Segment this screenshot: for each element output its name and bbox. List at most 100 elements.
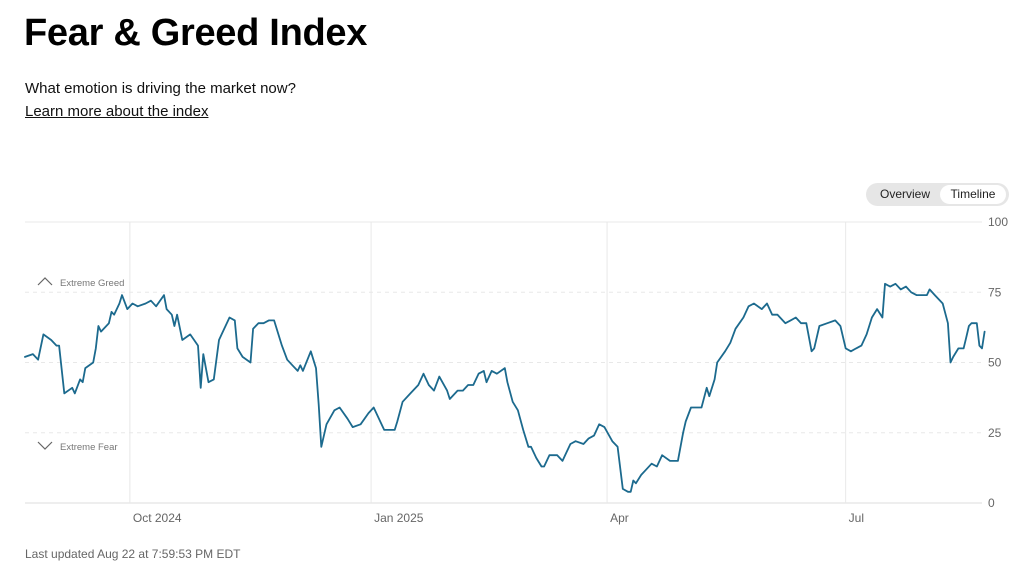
data-point — [729, 342, 731, 344]
data-point — [181, 339, 183, 341]
learn-more-link[interactable]: Learn more about the index — [25, 103, 209, 120]
data-point — [761, 308, 763, 310]
data-point — [611, 440, 613, 442]
data-point — [449, 398, 451, 400]
data-point — [881, 316, 883, 318]
data-point — [55, 344, 57, 346]
data-point — [865, 333, 867, 335]
data-point — [894, 283, 896, 285]
data-point — [661, 454, 663, 456]
data-point — [197, 344, 199, 346]
data-point — [656, 465, 658, 467]
data-point — [396, 420, 398, 422]
data-point — [810, 350, 812, 352]
timeline-toggle-button[interactable]: Timeline — [940, 185, 1006, 204]
data-point — [527, 446, 529, 448]
data-point — [978, 344, 980, 346]
data-point — [926, 294, 928, 296]
data-point — [100, 330, 102, 332]
data-point — [228, 316, 230, 318]
data-point — [92, 361, 94, 363]
y-tick-label: 25 — [988, 426, 1002, 440]
data-point — [957, 347, 959, 349]
data-point — [616, 446, 618, 448]
data-point — [113, 314, 115, 316]
overview-toggle-button[interactable]: Overview — [879, 187, 930, 201]
data-point — [257, 322, 259, 324]
zone-label: Extreme Greed — [60, 278, 124, 289]
data-point — [79, 378, 81, 380]
data-point — [462, 389, 464, 391]
data-point — [401, 401, 403, 403]
data-point — [630, 491, 632, 493]
data-point — [845, 347, 847, 349]
data-point — [144, 302, 146, 304]
data-point — [477, 373, 479, 375]
data-point — [496, 373, 498, 375]
data-point — [564, 454, 566, 456]
data-point — [981, 347, 983, 349]
data-point — [24, 356, 26, 358]
data-point — [622, 488, 624, 490]
data-point — [530, 446, 532, 448]
data-point — [63, 392, 65, 394]
data-point — [165, 308, 167, 310]
data-point — [915, 294, 917, 296]
data-point — [632, 479, 634, 481]
data-point — [249, 361, 251, 363]
data-point — [252, 328, 254, 330]
data-point — [110, 311, 112, 313]
data-point — [543, 465, 545, 467]
data-point — [850, 350, 852, 352]
data-point — [640, 474, 642, 476]
data-point — [150, 300, 152, 302]
data-point — [682, 432, 684, 434]
data-point — [776, 314, 778, 316]
data-point — [582, 443, 584, 445]
data-point — [921, 294, 923, 296]
data-point — [37, 359, 39, 361]
y-tick-label: 0 — [988, 496, 995, 510]
data-point — [346, 418, 348, 420]
data-point — [297, 370, 299, 372]
y-tick-label: 100 — [988, 215, 1008, 229]
x-tick-label: Jan 2025 — [374, 511, 424, 525]
data-point — [422, 373, 424, 375]
data-point — [234, 319, 236, 321]
data-point — [795, 316, 797, 318]
data-point — [724, 350, 726, 352]
data-point — [650, 463, 652, 465]
y-tick-label: 50 — [988, 356, 1002, 370]
data-point — [635, 482, 637, 484]
data-point — [97, 325, 99, 327]
data-point — [218, 339, 220, 341]
data-point — [960, 347, 962, 349]
data-point — [952, 356, 954, 358]
data-point — [669, 460, 671, 462]
data-point — [394, 429, 396, 431]
data-point — [213, 378, 215, 380]
data-point — [71, 387, 73, 389]
data-point — [121, 294, 123, 296]
data-point — [504, 367, 506, 369]
data-point — [826, 322, 828, 324]
data-point — [189, 333, 191, 335]
data-point — [574, 440, 576, 442]
data-point — [766, 302, 768, 304]
data-point — [491, 370, 493, 372]
data-point — [800, 322, 802, 324]
zone-label: Extreme Fear — [60, 442, 118, 453]
data-point — [569, 443, 571, 445]
chevron-up-icon — [37, 277, 53, 286]
data-point — [207, 381, 209, 383]
page-title: Fear & Greed Index — [24, 12, 368, 54]
x-tick-label: Apr — [610, 511, 629, 525]
data-point — [131, 302, 133, 304]
data-point — [983, 330, 985, 332]
data-point — [813, 347, 815, 349]
data-point — [962, 347, 964, 349]
index-series-line — [24, 282, 986, 493]
data-point — [333, 409, 335, 411]
data-point — [485, 381, 487, 383]
